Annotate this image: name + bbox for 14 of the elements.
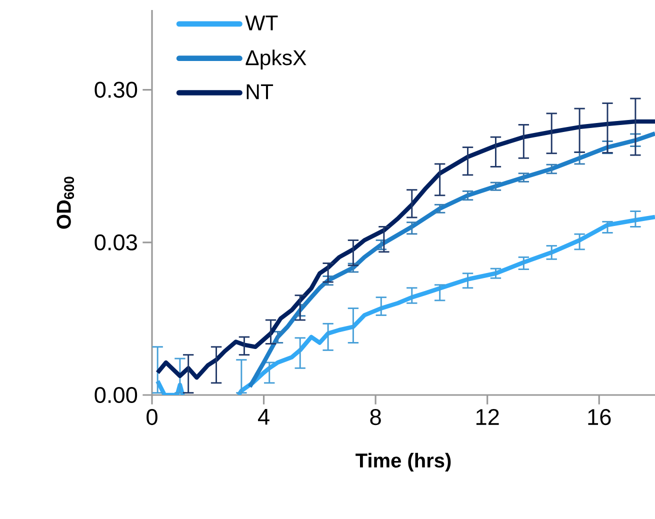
y-tick-label: 0.03 — [94, 234, 137, 250]
y-axis-title: OD$_{600}$ — [56, 176, 74, 229]
x-tick-label: 12 — [476, 409, 499, 425]
y-tick-label: 0.30 — [94, 82, 138, 98]
x-axis-title: Time (hrs) — [356, 452, 451, 472]
x-tick-label: 4 — [258, 409, 270, 425]
legend-label: ΔpksX — [246, 50, 306, 70]
x-tick-label: 16 — [588, 409, 611, 426]
legend-label: WT — [245, 16, 278, 30]
y-tick-label: 0.00 — [94, 386, 138, 404]
legend-label: NT — [246, 84, 274, 100]
line-series — [155, 119, 655, 380]
x-tick-label: 8 — [370, 409, 381, 426]
x-tick-label: 0 — [146, 409, 158, 426]
